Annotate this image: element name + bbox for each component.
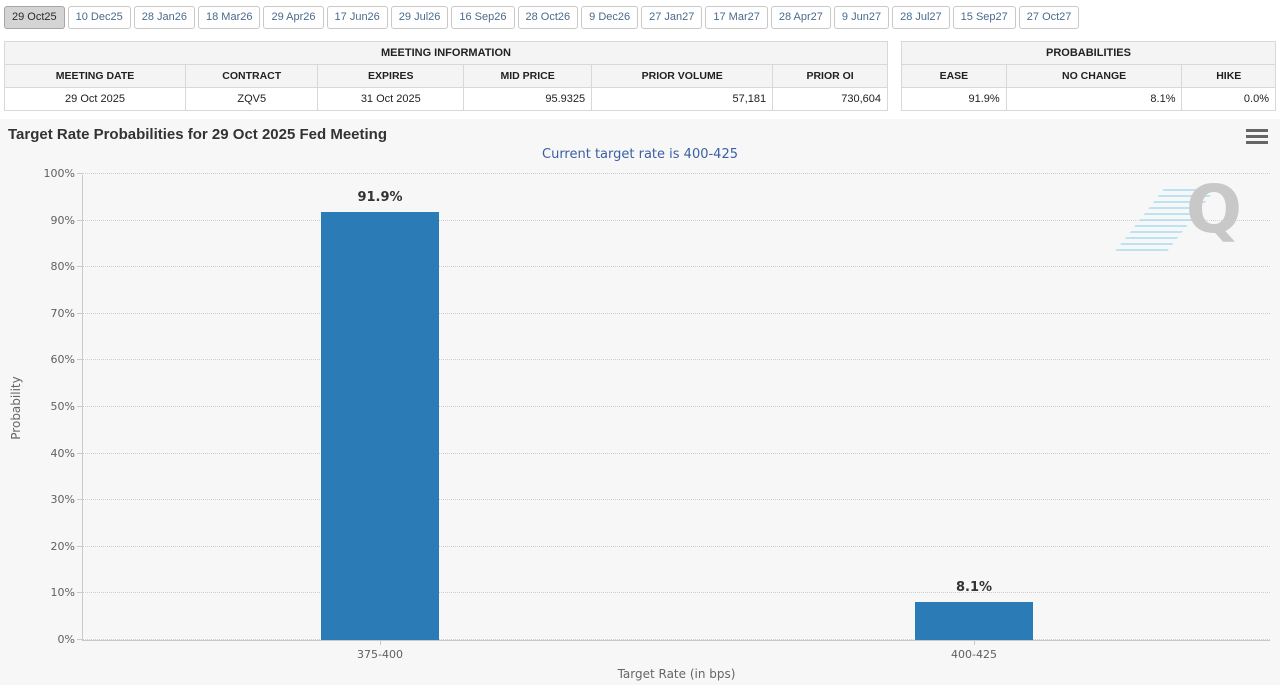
gridline bbox=[83, 592, 1270, 594]
prior-oi-value: 730,604 bbox=[772, 87, 888, 111]
gridline bbox=[83, 266, 1270, 268]
plot-area: Q Target Rate (in bps) 0% 10% 20% 30% 40% 50%… bbox=[44, 167, 1270, 681]
y-axis-tick bbox=[77, 592, 83, 594]
y-axis-tick bbox=[77, 545, 83, 547]
col-header-ease: EASE bbox=[901, 64, 1007, 88]
col-header-prior-oi: PRIOR OI bbox=[772, 64, 888, 88]
tab-28-jan26[interactable]: 28 Jan26 bbox=[133, 6, 195, 29]
gridline bbox=[83, 312, 1270, 314]
tab-9-dec26[interactable]: 9 Dec26 bbox=[581, 6, 639, 29]
col-header-no-change: NO CHANGE bbox=[1005, 64, 1183, 88]
y-axis-label: 10% bbox=[50, 586, 75, 600]
y-axis-label: 70% bbox=[50, 306, 75, 320]
tab-28-oct26[interactable]: 28 Oct26 bbox=[517, 6, 579, 29]
y-axis-label: 50% bbox=[50, 400, 75, 413]
y-axis-label: 30% bbox=[50, 493, 75, 507]
meeting-date-tabbar: 29 Oct25 10 Dec25 28 Jan26 18 Mar26 29 Apr26… bbox=[0, 0, 1280, 36]
y-axis-tick bbox=[77, 452, 83, 454]
col-header-mid-price: MID PRICE bbox=[463, 64, 593, 88]
gridline bbox=[83, 639, 1270, 640]
y-axis-tick bbox=[77, 499, 83, 501]
contract-value: ZQV5 bbox=[184, 87, 319, 111]
gridline bbox=[83, 406, 1270, 407]
col-header-hike: HIKE bbox=[1181, 64, 1276, 88]
gridline bbox=[83, 359, 1270, 361]
hike-value: 0.0% bbox=[1181, 87, 1276, 111]
meeting-table-title: MEETING INFORMATION bbox=[4, 41, 888, 65]
bar-400-425 bbox=[915, 602, 1033, 640]
gridline bbox=[83, 545, 1270, 547]
gridline bbox=[83, 219, 1270, 221]
y-axis-tick bbox=[77, 266, 83, 268]
info-tables-row: MEETING INFORMATION MEETING DATE CONTRAC… bbox=[0, 41, 1280, 111]
meeting-information-table: MEETING INFORMATION MEETING DATE CONTRAC… bbox=[4, 41, 888, 111]
x-axis-category-label: 375-400 bbox=[357, 648, 403, 661]
tab-28-jul27[interactable]: 28 Jul27 bbox=[892, 6, 950, 29]
quikstrike-watermark: Q bbox=[1112, 171, 1248, 263]
x-axis-tick bbox=[974, 640, 975, 645]
mid-price-value: 95.9325 bbox=[463, 87, 593, 111]
table-row: 29 Oct 2025 ZQV5 31 Oct 2025 95.9325 57,… bbox=[4, 87, 888, 111]
y-axis-label: 90% bbox=[50, 213, 75, 227]
chart-title: Target Rate Probabilities for 29 Oct 202… bbox=[8, 126, 387, 143]
tab-9-jun27[interactable]: 9 Jun27 bbox=[833, 6, 890, 29]
y-axis-tick bbox=[77, 219, 83, 221]
tab-28-apr27[interactable]: 28 Apr27 bbox=[770, 6, 831, 29]
col-header-expires: EXPIRES bbox=[317, 64, 465, 88]
col-header-meeting-date: MEETING DATE bbox=[4, 64, 186, 88]
tab-16-sep26[interactable]: 16 Sep26 bbox=[451, 6, 515, 29]
gridline bbox=[83, 452, 1270, 454]
y-axis-label: 40% bbox=[50, 446, 75, 460]
col-header-contract: CONTRACT bbox=[184, 64, 319, 88]
tab-29-jul26[interactable]: 29 Jul26 bbox=[390, 6, 449, 29]
probabilities-table: PROBABILITIES EASE NO CHANGE HIKE 91.9% … bbox=[901, 41, 1276, 111]
y-axis-label: 20% bbox=[50, 539, 75, 553]
table-row: 91.9% 8.1% 0.0% bbox=[901, 87, 1276, 111]
prior-volume-value: 57,181 bbox=[591, 87, 774, 111]
tab-17-mar27[interactable]: 17 Mar27 bbox=[705, 6, 768, 29]
tab-10-dec25[interactable]: 10 Dec25 bbox=[67, 6, 131, 29]
hamburger-menu-icon[interactable] bbox=[1246, 129, 1268, 147]
y-axis-tick bbox=[77, 639, 83, 640]
ease-value: 91.9% bbox=[901, 87, 1007, 111]
y-axis-label: 100% bbox=[43, 167, 75, 180]
x-axis-title: Target Rate (in bps) bbox=[617, 667, 736, 681]
tab-27-oct27[interactable]: 27 Oct27 bbox=[1018, 6, 1080, 29]
gridline bbox=[83, 173, 1270, 174]
bar-value-label: 8.1% bbox=[955, 580, 993, 596]
target-rate-probabilities-chart: Target Rate Probabilities for 29 Oct 202… bbox=[0, 119, 1280, 685]
chart-subtitle: Current target rate is 400-425 bbox=[542, 147, 738, 162]
probabilities-table-title: PROBABILITIES bbox=[901, 41, 1276, 65]
x-axis-category-label: 400-425 bbox=[951, 648, 997, 661]
meeting-date-value: 29 Oct 2025 bbox=[4, 87, 186, 111]
tab-29-apr26[interactable]: 29 Apr26 bbox=[263, 6, 324, 29]
tab-18-mar26[interactable]: 18 Mar26 bbox=[198, 6, 261, 29]
gridline bbox=[83, 499, 1270, 501]
tab-17-jun26[interactable]: 17 Jun26 bbox=[326, 6, 388, 29]
watermark-q-letter: Q bbox=[1185, 171, 1242, 248]
x-axis-tick bbox=[380, 640, 381, 645]
y-axis-tick bbox=[77, 312, 83, 314]
y-axis-label: 60% bbox=[50, 353, 75, 367]
tab-29-oct25[interactable]: 29 Oct25 bbox=[4, 6, 65, 29]
y-axis-label: 80% bbox=[50, 260, 75, 274]
y-axis-tick bbox=[77, 406, 83, 407]
no-change-value: 8.1% bbox=[1005, 87, 1183, 111]
bar-value-label: 91.9% bbox=[357, 189, 403, 205]
y-axis-tick bbox=[77, 173, 83, 174]
y-axis-tick bbox=[77, 359, 83, 361]
col-header-prior-volume: PRIOR VOLUME bbox=[591, 64, 774, 88]
tab-27-jan27[interactable]: 27 Jan27 bbox=[641, 6, 703, 29]
expires-value: 31 Oct 2025 bbox=[317, 87, 465, 111]
tab-15-sep27[interactable]: 15 Sep27 bbox=[952, 6, 1016, 29]
y-axis-label: 0% bbox=[57, 633, 75, 646]
bar-375-400 bbox=[321, 211, 439, 640]
